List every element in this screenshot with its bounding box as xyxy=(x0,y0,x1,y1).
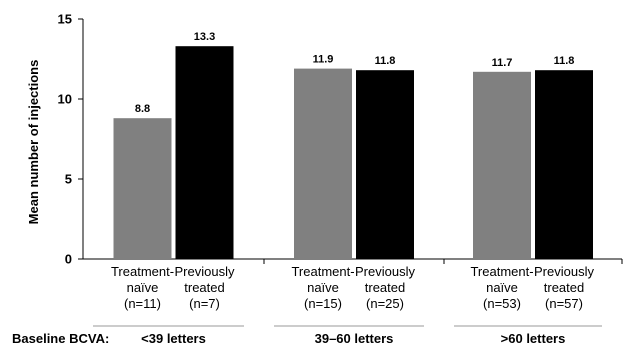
category-label-line2: naïve xyxy=(127,280,159,295)
bar-value-label: 11.8 xyxy=(375,55,396,67)
y-tick-label: 5 xyxy=(65,172,72,187)
category-label-line3: (n=15) xyxy=(304,296,342,311)
bars xyxy=(113,46,593,260)
bar xyxy=(175,46,234,260)
category-label-line1: Treatment- xyxy=(470,264,533,279)
y-tick-label: 10 xyxy=(58,92,72,107)
bar-value-label: 11.9 xyxy=(313,54,334,66)
category-label-line2: treated xyxy=(184,280,224,295)
bar-value-label: 11.8 xyxy=(554,55,575,67)
category-label-line2: treated xyxy=(544,280,584,295)
baseline-bcva-label: Baseline BCVA: xyxy=(12,331,109,346)
category-label-line3: (n=57) xyxy=(545,296,583,311)
bar xyxy=(535,70,593,259)
group-label: >60 letters xyxy=(501,331,566,346)
category-label-line1: Previously xyxy=(534,264,594,279)
category-label-line3: (n=53) xyxy=(483,296,521,311)
bar-value-label: 11.7 xyxy=(492,57,513,69)
bar xyxy=(113,118,172,259)
category-label-line3: (n=11) xyxy=(124,296,161,311)
y-tick-label: 15 xyxy=(58,12,72,27)
axes xyxy=(78,18,623,327)
bar-value-label: 8.8 xyxy=(135,103,150,115)
y-tick-label: 0 xyxy=(65,252,72,267)
category-label-line3: (n=25) xyxy=(366,296,404,311)
category-label-line1: Treatment- xyxy=(291,264,354,279)
group-label: <39 letters xyxy=(141,331,206,346)
category-label-line1: Treatment- xyxy=(111,264,174,279)
group-label: 39–60 letters xyxy=(315,331,394,346)
category-label-line3: (n=7) xyxy=(189,296,220,311)
labels: 0510158.8Treatment-naïve(n=11)13.3Previo… xyxy=(58,12,595,347)
bar-value-label: 13.3 xyxy=(194,31,215,43)
y-axis-label: Mean number of injections xyxy=(26,60,41,225)
category-label-line2: naïve xyxy=(486,280,518,295)
category-label-line1: Previously xyxy=(355,264,415,279)
bar xyxy=(473,71,531,259)
category-label-line1: Previously xyxy=(175,264,235,279)
bar xyxy=(356,70,414,259)
bar xyxy=(294,68,352,259)
category-label-line2: treated xyxy=(365,280,405,295)
category-label-line2: naïve xyxy=(307,280,339,295)
